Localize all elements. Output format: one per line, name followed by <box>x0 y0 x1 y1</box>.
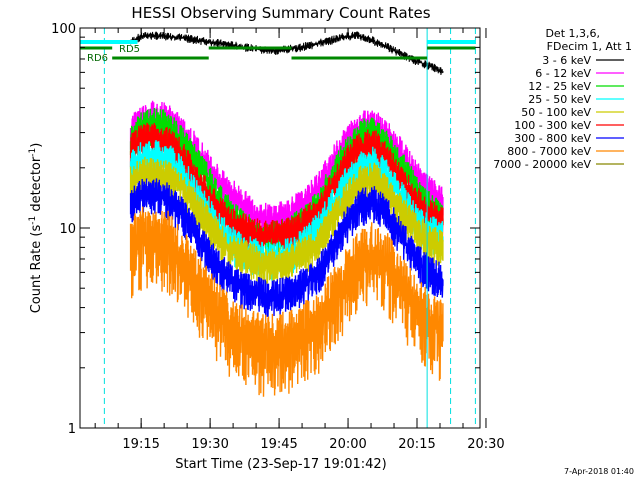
y-tick-label: 10 <box>59 222 76 237</box>
x-tick-label: 19:30 <box>191 437 228 452</box>
x-tick-label: 20:30 <box>467 437 504 452</box>
chart-title: HESSI Observing Summary Count Rates <box>131 4 430 22</box>
x-tick-label: 19:15 <box>122 437 159 452</box>
legend-header-detectors: Det 1,3,6, <box>545 27 600 40</box>
series-layer <box>129 31 444 397</box>
series-300-800-kevline <box>129 178 444 317</box>
rd6-annotation: RD6 <box>87 53 108 64</box>
y-tick-label: 1 <box>68 422 76 437</box>
x-tick-label: 19:45 <box>260 437 297 452</box>
legend-header-decimation: FDecim 1, Att 1 <box>547 40 632 53</box>
y-axis-label-sup2: -1 <box>28 148 38 157</box>
series-50-100-kevline <box>129 156 444 287</box>
legend-label: 300 - 800 keV <box>514 132 591 145</box>
y-axis-label-mid: detector <box>29 156 44 216</box>
plot-area <box>79 28 476 428</box>
x-tick-label: 20:00 <box>329 437 366 452</box>
legend-label: 800 - 7000 keV <box>507 145 591 158</box>
legend-label: 50 - 100 keV <box>521 106 591 119</box>
legend-label: 25 - 50 keV <box>528 93 591 106</box>
x-tick-label: 20:15 <box>398 437 435 452</box>
legend-label: 6 - 12 keV <box>535 67 591 80</box>
legend-label: 7000 - 20000 keV <box>493 158 591 171</box>
rd5-annotation: RD5 <box>119 44 140 55</box>
series-800-7000-kevline <box>129 206 444 397</box>
y-axis-label-sup1: -1 <box>28 216 38 225</box>
y-tick-label: 100 <box>51 22 76 37</box>
x-axis-label: Start Time (23-Sep-17 19:01:42) <box>175 457 386 472</box>
y-axis-label-main: Count Rate (s <box>29 225 44 314</box>
footer-date: 7-Apr-2018 01:40 <box>564 467 634 476</box>
y-axis-label: Count Rate (s-1 detector-1) <box>28 143 44 314</box>
legend-label: 12 - 25 keV <box>528 80 591 93</box>
legend-label: 3 - 6 keV <box>542 54 591 67</box>
legend-header: Det 1,3,6, FDecim 1, Att 1 <box>545 27 632 53</box>
series-3-6-kevline <box>130 31 444 76</box>
y-axis-label-end: ) <box>29 143 44 148</box>
legend-label: 100 - 300 keV <box>514 119 591 132</box>
axes-layer: 1 10 100 19:15 19:30 19:45 20:00 20:15 20:30 <box>51 22 505 452</box>
